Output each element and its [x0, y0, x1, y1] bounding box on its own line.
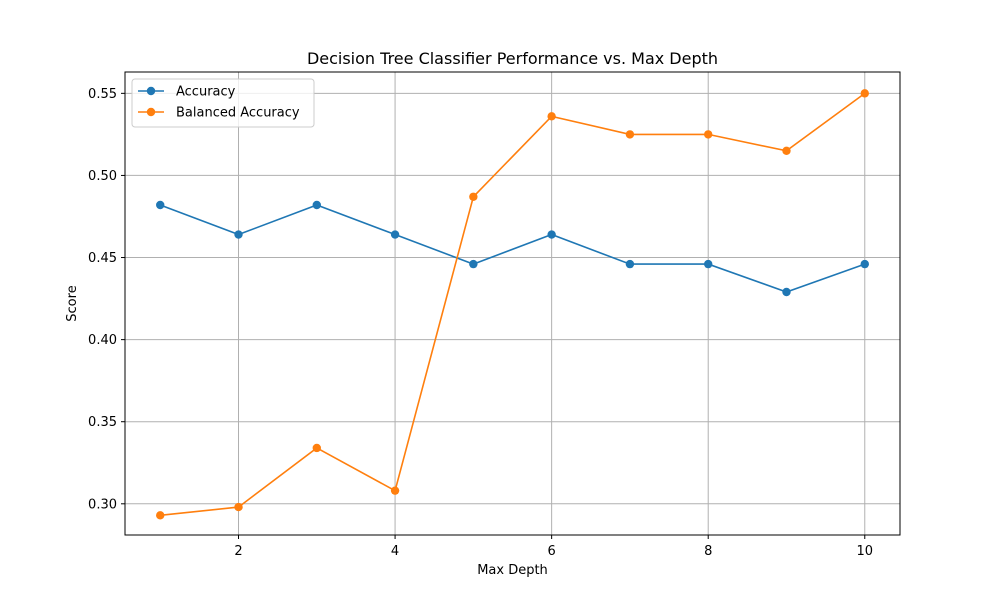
legend-items: Accuracy Balanced Accuracy [138, 85, 300, 121]
series-2 [156, 89, 869, 520]
plot-frame [124, 71, 901, 536]
legend-box [131, 78, 315, 128]
y-tick-label: 0.30 [88, 497, 117, 512]
data-point [234, 230, 243, 239]
x-tick-label: 4 [391, 544, 399, 559]
series-layer [156, 89, 869, 520]
y-tick-label: 0.45 [88, 251, 117, 266]
axis-ticks: 2 4 6 8 10 0.30 0.35 0.40 0.45 0.50 0.55 [88, 87, 873, 559]
y-tick-label: 0.55 [88, 87, 117, 102]
grid [125, 72, 900, 535]
data-point [547, 230, 556, 239]
data-point [469, 192, 478, 201]
legend-marker [146, 86, 156, 96]
chart-title: Decision Tree Classifier Performance vs.… [307, 49, 718, 68]
data-point [625, 259, 635, 269]
x-tick-label: 6 [548, 544, 556, 559]
data-point [469, 259, 478, 269]
data-point [547, 112, 556, 121]
data-point [860, 259, 869, 269]
legend-label: Accuracy [176, 85, 236, 100]
x-tick-label: 10 [856, 544, 873, 559]
data-point [312, 443, 321, 453]
data-point [312, 200, 321, 210]
series-1 [156, 200, 869, 297]
series-line [159, 204, 866, 293]
data-point [860, 89, 869, 98]
legend-item: Accuracy [138, 85, 236, 100]
legend-label: Balanced Accuracy [176, 106, 300, 121]
x-tick-label: 8 [704, 544, 712, 559]
data-point [234, 502, 243, 512]
data-point [704, 130, 713, 139]
y-axis-label: Score [65, 285, 80, 321]
legend-marker [146, 107, 156, 117]
data-point [704, 259, 713, 269]
data-point [782, 146, 791, 156]
y-tick-label: 0.50 [88, 169, 117, 184]
data-point [156, 511, 165, 520]
series-line [160, 92, 866, 517]
y-tick-label: 0.40 [88, 333, 117, 348]
legend-item: Balanced Accuracy [138, 106, 300, 121]
data-point [156, 200, 165, 210]
data-point [390, 486, 400, 495]
data-point [782, 287, 791, 297]
y-tick-label: 0.35 [88, 415, 117, 430]
data-point [390, 230, 400, 239]
x-axis-label: Max Depth [477, 563, 548, 578]
x-tick-label: 2 [234, 544, 242, 559]
data-point [625, 130, 635, 139]
legend: Accuracy Balanced Accuracy [131, 78, 315, 128]
